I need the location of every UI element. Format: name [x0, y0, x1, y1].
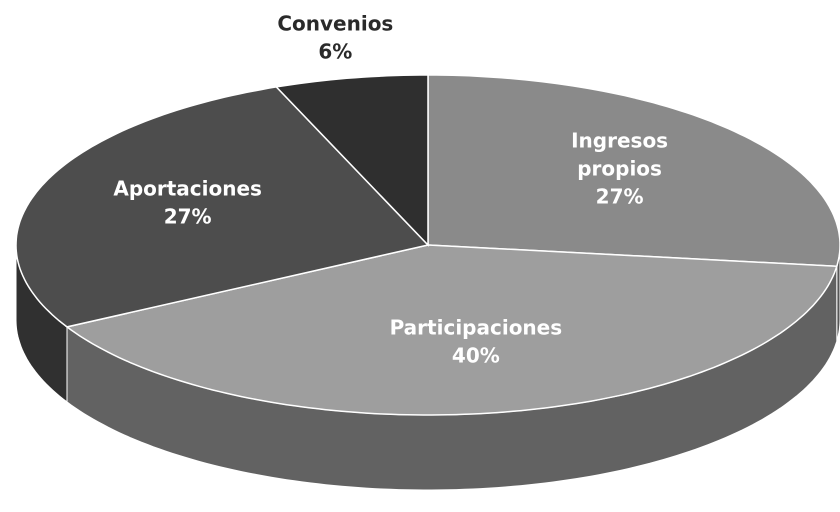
- category-label-line: Aportaciones: [113, 176, 262, 200]
- category-label-line: Participaciones: [390, 316, 563, 340]
- pie-slice: [15, 86, 430, 328]
- category-label: Convenios: [277, 12, 393, 36]
- category-label: Ingresos propios: [571, 128, 668, 180]
- data-label: 40%: [452, 344, 500, 368]
- category-label: Participaciones: [390, 316, 563, 340]
- data-label: 27%: [164, 204, 212, 228]
- data-label: 6%: [318, 40, 352, 64]
- category-label-line: Ingresos: [571, 128, 668, 152]
- data-label: 27%: [596, 184, 644, 208]
- category-label: Aportaciones: [113, 176, 262, 200]
- category-label-line: propios: [577, 156, 662, 180]
- category-label-line: Convenios: [277, 12, 393, 36]
- pie-slice: [65, 244, 838, 416]
- pie-slice: [274, 74, 429, 247]
- pie-slice: [427, 74, 840, 268]
